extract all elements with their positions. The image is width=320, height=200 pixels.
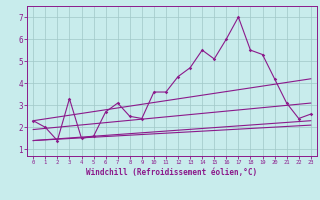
X-axis label: Windchill (Refroidissement éolien,°C): Windchill (Refroidissement éolien,°C) — [86, 168, 258, 177]
